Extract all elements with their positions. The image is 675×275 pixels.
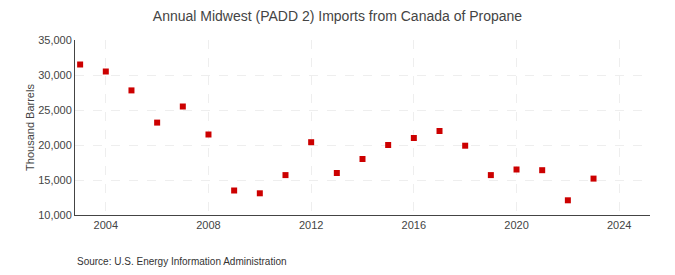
svg-text:25,000: 25,000 <box>38 104 72 116</box>
svg-text:2016: 2016 <box>402 219 426 231</box>
svg-text:2012: 2012 <box>299 219 323 231</box>
svg-text:Annual Midwest (PADD 2) Import: Annual Midwest (PADD 2) Imports from Can… <box>153 8 523 24</box>
svg-text:35,000: 35,000 <box>38 34 72 46</box>
svg-text:2020: 2020 <box>504 219 528 231</box>
svg-text:Thousand Barrels: Thousand Barrels <box>24 84 36 171</box>
svg-text:2004: 2004 <box>94 219 118 231</box>
svg-text:2024: 2024 <box>607 219 631 231</box>
svg-text:2008: 2008 <box>196 219 220 231</box>
svg-text:15,000: 15,000 <box>38 174 72 186</box>
svg-text:10,000: 10,000 <box>38 209 72 221</box>
svg-text:20,000: 20,000 <box>38 139 72 151</box>
svg-text:Source: U.S. Energy Informatio: Source: U.S. Energy Information Administ… <box>77 256 287 267</box>
svg-text:30,000: 30,000 <box>38 69 72 81</box>
